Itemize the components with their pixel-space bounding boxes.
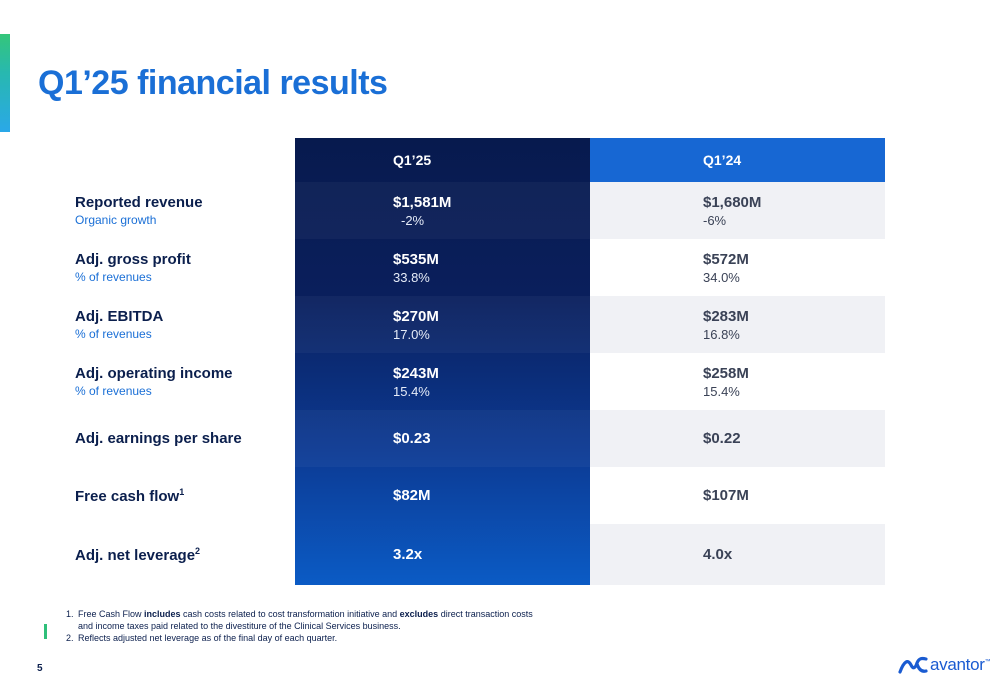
footnote-marker (44, 624, 47, 639)
prior-quarter-header-bg (590, 138, 885, 182)
row-sublabel: % of revenues (75, 327, 152, 341)
row-label: Adj. net leverage (75, 546, 196, 564)
footnote-1: 1. Free Cash Flow includes cash costs re… (66, 609, 533, 631)
table-row: Adj. gross profit % of revenues $535M 33… (60, 239, 885, 296)
column-header-current: Q1’25 (393, 152, 432, 168)
current-value: $1,581M (393, 193, 452, 211)
current-subvalue: -2% (401, 212, 425, 228)
row-label: Adj. gross profit (75, 251, 191, 268)
current-value: $0.23 (393, 430, 431, 447)
prior-subvalue: 16.8% (703, 326, 740, 342)
prior-value: 4.0x (703, 546, 733, 563)
current-subvalue: 15.4% (393, 383, 430, 399)
results-table: Q1’25 Q1’24 Reported revenue Organic gro… (60, 138, 885, 585)
prior-subvalue: 15.4% (703, 383, 740, 399)
prior-value: $283M (703, 307, 749, 325)
page-title: Q1’25 financial results (38, 64, 388, 102)
footnotes: 1. Free Cash Flow includes cash costs re… (66, 608, 536, 644)
current-value: $270M (393, 307, 439, 325)
avantor-wave-icon (898, 656, 928, 674)
page-number: 5 (37, 663, 43, 674)
table-row: Adj. operating income % of revenues $243… (60, 353, 885, 410)
current-value: 3.2x (393, 546, 423, 563)
current-quarter-column-bg (295, 138, 590, 585)
table-row: Free cash flow1 $82M $107M (60, 467, 885, 524)
prior-subvalue: -6% (703, 212, 727, 228)
prior-value: $0.22 (703, 430, 741, 447)
avantor-logo: avantor ™ (898, 655, 991, 675)
current-value: $82M (393, 487, 431, 504)
table-row: Adj. EBITDA % of revenues $270M 17.0% $2… (60, 296, 885, 353)
footnote-ref: 2 (195, 545, 201, 556)
row-label: Free cash flow (75, 487, 180, 505)
prior-subvalue: 34.0% (703, 269, 740, 285)
row-label: Adj. earnings per share (75, 430, 242, 447)
current-subvalue: 17.0% (393, 326, 430, 342)
current-value: $535M (393, 250, 439, 268)
prior-value: $572M (703, 250, 749, 268)
table-row: Adj. earnings per share $0.23 $0.22 (60, 410, 885, 467)
row-label: Adj. operating income (75, 365, 233, 382)
logo-wordmark: avantor (930, 655, 985, 674)
accent-bar (0, 34, 10, 132)
table-row: Adj. net leverage2 3.2x 4.0x (60, 524, 885, 585)
prior-value: $258M (703, 364, 749, 382)
current-value: $243M (393, 364, 439, 382)
current-subvalue: 33.8% (393, 269, 430, 285)
footnote-ref: 1 (179, 486, 185, 497)
row-label: Reported revenue (75, 194, 203, 211)
row-sublabel: % of revenues (75, 270, 152, 284)
trademark: ™ (984, 659, 991, 665)
prior-value: $1,680M (703, 193, 762, 211)
row-sublabel: Organic growth (75, 213, 157, 227)
table-row: Reported revenue Organic growth $1,581M … (60, 182, 885, 239)
row-sublabel: % of revenues (75, 384, 152, 398)
row-label: Adj. EBITDA (75, 308, 164, 325)
footnote-2: 2. Reflects adjusted net leverage as of … (66, 633, 338, 643)
column-header-prior: Q1’24 (703, 152, 742, 168)
prior-value: $107M (703, 487, 749, 504)
